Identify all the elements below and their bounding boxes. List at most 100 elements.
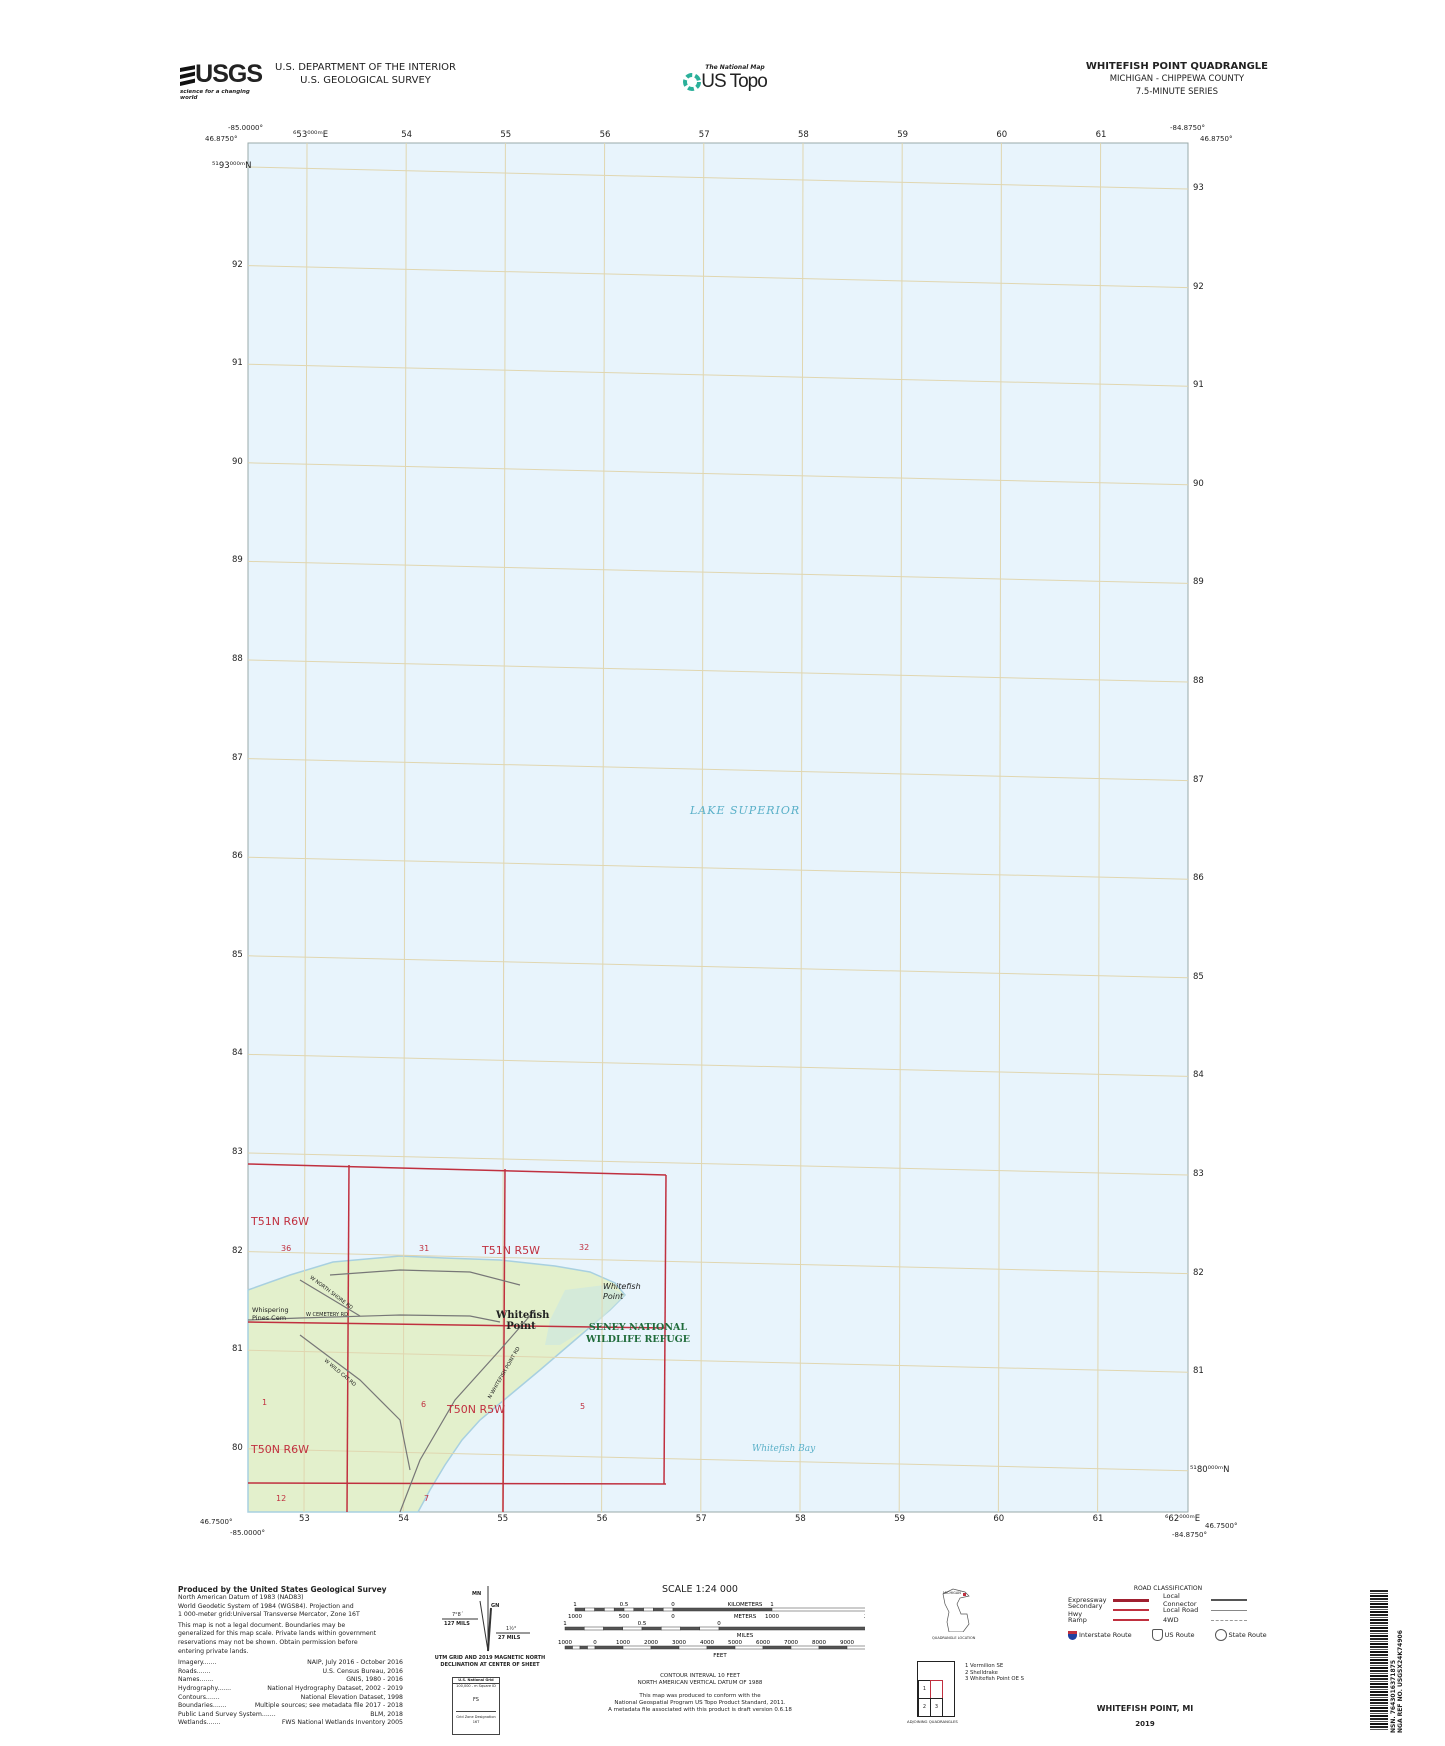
caption-line1: UTM GRID AND 2019 MAGNETIC NORTH: [434, 1655, 546, 1661]
northing-label-right: 86: [1193, 873, 1204, 884]
easting-label-top: 57: [698, 130, 710, 140]
legend-label: Secondary Hwy: [1068, 1602, 1103, 1618]
easting-label-top: 55: [500, 130, 512, 140]
road-class-title: ROAD CLASSIFICATION: [1133, 1585, 1203, 1592]
ft-tick: 6000: [756, 1640, 770, 1646]
barcode-text: NSN. 7643016371875 NGA REF NO. USGSX24K7…: [1390, 1588, 1404, 1733]
credit-key: Imagery.......: [178, 1659, 217, 1667]
northing-label-left: 88: [232, 654, 243, 664]
credit-row: Roads....... U.S. Census Bureau, 2016: [178, 1668, 403, 1677]
credits-block: Produced by the United States Geological…: [178, 1585, 403, 1728]
easting-label-bottom: 58: [795, 1514, 806, 1524]
section-number: 32: [579, 1243, 590, 1252]
sw-lat: 46.7500°: [200, 1518, 233, 1526]
northing-label-right: 81: [1193, 1366, 1204, 1377]
mi-bar-segment: [641, 1626, 662, 1631]
ft-bar-segment: [846, 1645, 865, 1650]
caption-line2: DECLINATION AT CENTER OF SHEET: [440, 1662, 540, 1668]
section-number: 31: [419, 1244, 430, 1253]
ft-tick: 3000: [672, 1640, 686, 1646]
northing-gridline: [247, 758, 1189, 782]
ft-bar-segment: [564, 1645, 573, 1650]
barcode: [1370, 1590, 1388, 1730]
usgs-tagline: science for a changing world: [180, 89, 250, 101]
west-deg: 7°8´: [452, 1612, 464, 1618]
disclaimer-line: This map is not a legal document. Bounda…: [178, 1621, 346, 1629]
northing-label-left: 89: [232, 555, 243, 566]
section-number: 5: [580, 1402, 586, 1411]
credit-value: BLM, 2018: [370, 1710, 403, 1718]
plss-line: [346, 1164, 350, 1513]
easting-gridline: [303, 142, 308, 1513]
easting-gridline: [1097, 142, 1102, 1513]
m-tick: 1000: [568, 1614, 582, 1620]
easting-gridline: [501, 142, 506, 1513]
northing-label-right: ⁵¹80⁰⁰⁰ᵐN: [1190, 1464, 1230, 1475]
northing-label-left: 86: [232, 851, 243, 862]
cemetery-label: Whispering Pines Cem: [252, 1306, 289, 1322]
ft-tick: 9000: [840, 1640, 854, 1646]
disclaimer-line: entering private lands.: [178, 1647, 249, 1655]
credit-key: Hydrography.......: [178, 1684, 232, 1692]
credit-row: Hydrography....... National Hydrography D…: [178, 1685, 403, 1694]
northing-label-left: 91: [232, 358, 243, 369]
northing-gridline: [247, 560, 1189, 584]
ne-lon: -84.8750°: [1170, 124, 1205, 132]
section-number: 7: [424, 1494, 430, 1503]
ft-tick: 5000: [728, 1640, 742, 1646]
lake-superior-label: LAKE SUPERIOR: [690, 804, 801, 817]
ft-bar-segment: [650, 1645, 680, 1650]
scale-title: SCALE 1:24 000: [662, 1584, 738, 1595]
sheet-year: 2019: [1135, 1720, 1155, 1728]
credit-row: Contours....... National Elevation Datase…: [178, 1694, 403, 1703]
m-tick: 0: [671, 1614, 675, 1620]
declination-diagram: MN GN 7°8´ 127 MILS 1½° 27 MILS UTM GRID…: [430, 1583, 570, 1673]
northing-label-left: 80: [232, 1442, 243, 1453]
nw-lon: -85.0000°: [228, 124, 263, 132]
whitefish-bay-label: Whitefish Bay: [752, 1444, 816, 1454]
declination-caption: UTM GRID AND 2019 MAGNETIC NORTH DECLINA…: [430, 1655, 550, 1669]
km-bar-segment: [613, 1607, 625, 1612]
m-tick: 500: [619, 1614, 630, 1620]
northing-gridline: [247, 955, 1189, 979]
km-bar-segment: [623, 1607, 635, 1612]
mi-bar-segment: [564, 1626, 585, 1631]
refuge-area: [545, 1285, 625, 1345]
credit-value: GNIS, 1980 - 2016: [346, 1676, 403, 1684]
northing-gridline: [247, 856, 1189, 880]
credit-row: Names....... GNIS, 1980 - 2016: [178, 1676, 403, 1685]
michigan-outline-icon: [942, 1588, 970, 1633]
contour-interval: CONTOUR INTERVAL 10 FEET: [660, 1673, 740, 1679]
road-wild-cat: [299, 1334, 411, 1471]
credit-value: FWS National Wetlands Inventory 2005: [281, 1719, 403, 1727]
plss-line: [247, 1163, 667, 1176]
datum-line: 1 000-meter grid:Universal Transverse Me…: [178, 1611, 360, 1619]
credit-value: Multiple sources; see metadata file 2017…: [254, 1702, 403, 1710]
township-label: T50N R6W: [251, 1443, 309, 1456]
section-number: 1: [262, 1398, 268, 1407]
usng-zone-label: Grid Zone Designation: [456, 1715, 496, 1719]
km-bar-segment: [653, 1607, 664, 1612]
section-number: 12: [276, 1494, 287, 1503]
sw-lon: -85.0000°: [230, 1529, 265, 1537]
mi-bar-segment: [622, 1626, 643, 1631]
nga-ref: NGA REF NO. USGSX24K74906: [1397, 1630, 1404, 1733]
northing-label-left: 83: [232, 1147, 243, 1157]
mi-bar-segment: [699, 1626, 720, 1631]
m-label: METERS: [734, 1614, 757, 1620]
credit-row: Wetlands....... FWS National Wetlands Inv…: [178, 1719, 403, 1728]
northing-label-left: 87: [232, 752, 243, 763]
easting-label-bottom: ⁶62⁰⁰⁰ᵐE: [1165, 1514, 1201, 1524]
credit-value: NAIP, July 2016 - October 2016: [307, 1659, 403, 1667]
disclaimer-line: generalized for this map scale. Private …: [178, 1630, 377, 1638]
m-tick: 2000: [864, 1614, 865, 1620]
contour-info: CONTOUR INTERVAL 10 FEET NORTH AMERICAN …: [600, 1673, 800, 1714]
ft-tick: 8000: [812, 1640, 826, 1646]
easting-gridline: [700, 142, 705, 1513]
northing-label-right: 89: [1193, 577, 1204, 588]
road-classification: ROAD CLASSIFICATION Expressway Secondary…: [1068, 1585, 1268, 1641]
gn-label: GN: [491, 1603, 500, 1609]
northing-gridline: [247, 1448, 1189, 1472]
adjoining-label: ADJOINING QUADRANGLES: [907, 1719, 958, 1724]
